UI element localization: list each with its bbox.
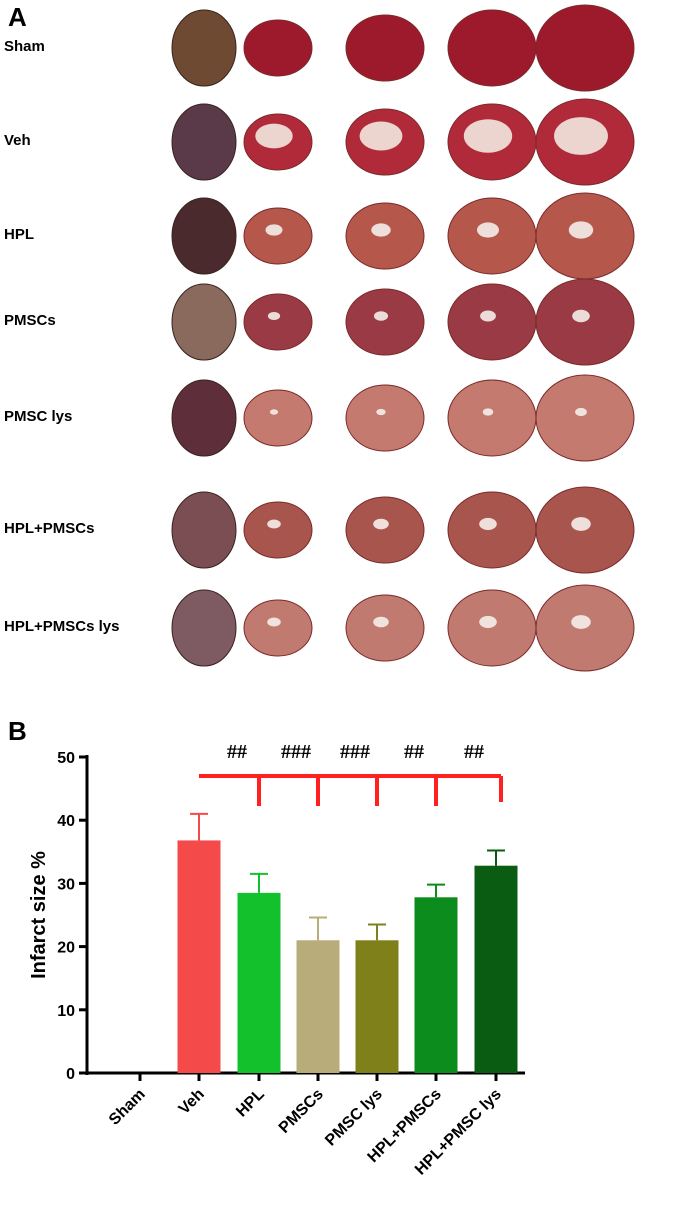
whole-heart: [171, 379, 237, 457]
y-tick-label: 50: [57, 750, 75, 767]
heart-photo-grid: [171, 4, 635, 672]
infarct-area: [373, 311, 389, 321]
heart-slice: [243, 19, 313, 77]
infarct-area: [255, 123, 293, 149]
infarct-area: [371, 223, 391, 237]
infarct-area: [477, 222, 499, 238]
bar: [474, 865, 518, 1073]
bar: [177, 840, 221, 1073]
whole-heart: [171, 283, 237, 361]
row-label: Sham: [4, 38, 45, 55]
y-axis-title: Infarct size %: [28, 851, 50, 979]
infarct-area: [480, 310, 496, 322]
infarct-area: [269, 409, 279, 415]
infarct-area: [571, 517, 591, 531]
y-tick-label: 20: [57, 940, 75, 957]
heart-slice: [535, 4, 635, 92]
heart-slice: [243, 293, 313, 351]
x-tick-label: PMSC lys: [322, 1086, 386, 1150]
heart-slice: [345, 288, 425, 356]
x-tick-label: Sham: [106, 1086, 149, 1129]
heart-slice: [345, 496, 425, 564]
row-label: PMSC lys: [4, 408, 73, 425]
whole-heart: [171, 9, 237, 87]
significance-label: ##: [404, 741, 424, 763]
infarct-area: [463, 119, 513, 153]
infarct-area: [482, 408, 494, 416]
heart-slice: [243, 389, 313, 447]
heart-slice: [535, 278, 635, 366]
heart-slice: [345, 594, 425, 662]
infarct-area: [376, 408, 386, 416]
infarct-area: [554, 117, 608, 155]
infarct-area: [479, 517, 497, 531]
infarct-area: [571, 615, 591, 629]
y-tick-label: 0: [66, 1066, 75, 1083]
heart-slice: [447, 9, 537, 87]
significance-label: ###: [340, 741, 370, 763]
panel-a-letter: A: [8, 2, 27, 32]
significance-label: ###: [281, 741, 311, 763]
heart-slice: [447, 283, 537, 361]
y-tick-label: 40: [57, 813, 75, 830]
infarct-area: [265, 224, 283, 236]
heart-slice: [447, 491, 537, 569]
whole-heart: [171, 491, 237, 569]
bar: [355, 940, 399, 1073]
infarct-area: [568, 221, 594, 239]
whole-heart: [171, 103, 237, 181]
heart-slice: [345, 384, 425, 452]
row-label: HPL+PMSCs: [4, 520, 95, 537]
bar: [296, 940, 340, 1073]
y-tick-label: 10: [57, 1003, 75, 1020]
infarct-area: [575, 407, 587, 417]
whole-heart: [171, 197, 237, 275]
x-tick-label: Veh: [176, 1086, 208, 1118]
significance-label: ##: [464, 741, 484, 763]
heart-slice: [243, 599, 313, 657]
infarct-area: [373, 518, 389, 530]
infarct-area: [359, 121, 403, 151]
y-tick-label: 30: [57, 876, 75, 893]
row-label: Veh: [4, 132, 31, 149]
bar: [414, 897, 458, 1073]
x-tick-label: HPL: [233, 1086, 268, 1121]
whole-heart: [171, 589, 237, 667]
infarct-area: [479, 615, 497, 629]
heart-slice: [243, 207, 313, 265]
heart-slice: [345, 14, 425, 82]
heart-slice: [535, 374, 635, 462]
infarct-area: [373, 616, 389, 628]
row-label: PMSCs: [4, 312, 56, 329]
panel-b-letter: B: [8, 716, 27, 746]
row-label: HPL: [4, 226, 34, 243]
row-label: HPL+PMSCs lys: [4, 618, 120, 635]
bar: [237, 892, 281, 1073]
infarct-bar-chart: 0 10 20 30 40 50 Infarct size % Sham Veh HPL PMSCs…: [28, 741, 525, 1179]
infarct-area: [267, 311, 281, 321]
heart-slice: [447, 589, 537, 667]
infarct-area: [267, 519, 281, 529]
significance-label: ##: [227, 741, 247, 763]
x-tick-label: PMSCs: [276, 1086, 327, 1137]
infarct-area: [572, 309, 590, 323]
heart-slice: [447, 379, 537, 457]
heart-slice: [243, 501, 313, 559]
infarct-area: [267, 617, 281, 627]
